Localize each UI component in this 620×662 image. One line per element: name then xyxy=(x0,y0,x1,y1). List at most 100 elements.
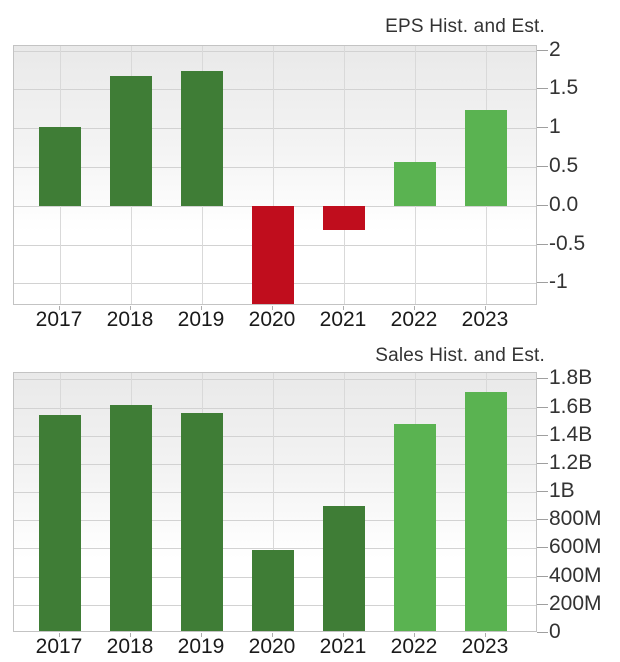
x-tick-mark xyxy=(485,306,486,310)
gridline-horizontal xyxy=(14,407,536,409)
x-tick-mark xyxy=(343,306,344,310)
y-tick-mark xyxy=(537,166,548,168)
x-tick-mark xyxy=(414,633,415,637)
y-tick-label: -1 xyxy=(549,270,568,294)
bar-2023 xyxy=(465,392,507,631)
x-tick-label: 2017 xyxy=(35,635,83,658)
y-tick-label: 1.6B xyxy=(549,394,593,418)
x-tick-label: 2021 xyxy=(319,308,367,331)
sales-chart-title: Sales Hist. and Est. xyxy=(375,345,545,366)
x-tick-label: 2020 xyxy=(248,308,296,331)
bar-2018 xyxy=(110,404,152,631)
y-tick-mark xyxy=(537,127,548,129)
y-tick-mark xyxy=(537,462,548,464)
x-tick-label: 2018 xyxy=(106,635,154,658)
eps-chart: EPS Hist. and Est. 2 1.5 1 0.5 0.0 -0.5 -1 201… xyxy=(13,16,619,334)
x-tick-label: 2021 xyxy=(319,635,367,658)
bar-2021 xyxy=(323,205,365,230)
x-tick-label: 2020 xyxy=(248,635,296,658)
x-tick-label: 2022 xyxy=(390,308,438,331)
y-tick-mark xyxy=(537,406,548,408)
x-tick-label: 2023 xyxy=(461,635,509,658)
sales-x-axis-labels: 2017 2018 2019 2020 2021 2022 2023 xyxy=(13,635,537,661)
bar-2017 xyxy=(39,126,81,206)
y-tick-label: 0 xyxy=(549,620,561,643)
y-tick-label: 1B xyxy=(549,479,575,503)
x-tick-label: 2019 xyxy=(177,635,225,658)
y-tick-mark xyxy=(537,49,548,51)
bar-2018 xyxy=(110,76,152,206)
eps-y-axis-ticks xyxy=(537,45,548,305)
x-tick-label: 2022 xyxy=(390,635,438,658)
x-tick-mark xyxy=(130,306,131,310)
y-tick-mark xyxy=(537,243,548,245)
gridline-horizontal xyxy=(14,435,536,437)
bar-2021 xyxy=(323,506,365,631)
gridline-vertical xyxy=(344,46,345,304)
gridline-vertical xyxy=(273,373,274,631)
gridline-horizontal xyxy=(14,492,536,494)
x-tick-mark xyxy=(272,633,273,637)
gridline-horizontal xyxy=(14,548,536,550)
y-tick-label: 0.0 xyxy=(549,192,579,216)
y-tick-label: 600M xyxy=(549,535,602,559)
gridline-vertical xyxy=(344,373,345,631)
y-tick-mark xyxy=(537,434,548,436)
x-tick-mark xyxy=(130,633,131,637)
gridline-vertical xyxy=(273,46,274,304)
y-tick-mark xyxy=(537,603,548,605)
y-tick-mark xyxy=(537,378,548,380)
y-tick-mark xyxy=(537,204,548,206)
y-tick-mark xyxy=(537,519,548,521)
y-tick-mark xyxy=(537,88,548,90)
x-tick-mark xyxy=(485,633,486,637)
y-tick-mark xyxy=(537,547,548,549)
y-tick-mark xyxy=(537,282,548,284)
y-tick-label: 2 xyxy=(549,37,561,61)
gridline-horizontal xyxy=(14,520,536,522)
x-tick-label: 2017 xyxy=(35,308,83,331)
x-tick-mark xyxy=(201,633,202,637)
bar-2017 xyxy=(39,414,81,631)
y-tick-label: 800M xyxy=(549,507,602,531)
eps-chart-title: EPS Hist. and Est. xyxy=(385,16,545,37)
y-tick-label: 400M xyxy=(549,563,602,587)
bar-2022 xyxy=(394,424,436,631)
gridline-horizontal xyxy=(14,379,536,381)
x-tick-mark xyxy=(201,306,202,310)
y-tick-label: -0.5 xyxy=(549,231,586,255)
x-tick-label: 2019 xyxy=(177,308,225,331)
bar-2020 xyxy=(252,549,294,631)
gridline-horizontal xyxy=(14,167,536,169)
y-tick-label: 1.8B xyxy=(549,366,593,390)
eps-plot-area xyxy=(13,45,537,305)
sales-chart: Sales Hist. and Est. 1.8B 1.6B 1.4B 1.2B 1B 8… xyxy=(0,335,620,662)
gridline-horizontal xyxy=(14,463,536,465)
bar-2020 xyxy=(252,205,294,304)
gridline-horizontal xyxy=(14,128,536,130)
sales-y-axis-ticks xyxy=(537,372,548,633)
bar-2022 xyxy=(394,161,436,206)
eps-x-axis-labels: 2017 2018 2019 2020 2021 2022 2023 xyxy=(13,308,537,334)
sales-x-axis-ticks xyxy=(13,633,537,638)
y-tick-label: 1.5 xyxy=(549,76,579,100)
x-tick-mark xyxy=(59,306,60,310)
eps-x-axis-ticks xyxy=(13,306,537,311)
y-tick-label: 1.4B xyxy=(549,422,593,446)
bar-2023 xyxy=(465,109,507,206)
x-tick-label: 2018 xyxy=(106,308,154,331)
bar-2019 xyxy=(181,413,223,631)
y-tick-mark xyxy=(537,632,548,633)
gridline-horizontal xyxy=(14,50,536,52)
sales-plot-area xyxy=(13,372,537,632)
y-tick-label: 1.2B xyxy=(549,450,593,474)
gridline-horizontal xyxy=(14,89,536,91)
y-tick-label: 200M xyxy=(549,591,602,615)
x-tick-mark xyxy=(272,306,273,310)
x-tick-mark xyxy=(343,633,344,637)
sales-y-axis-labels: 1.8B 1.6B 1.4B 1.2B 1B 800M 600M 400M 200M 0 xyxy=(549,366,619,643)
y-tick-label: 1 xyxy=(549,115,561,139)
x-tick-label: 2023 xyxy=(461,308,509,331)
eps-y-axis-labels: 2 1.5 1 0.5 0.0 -0.5 -1 xyxy=(549,38,619,305)
